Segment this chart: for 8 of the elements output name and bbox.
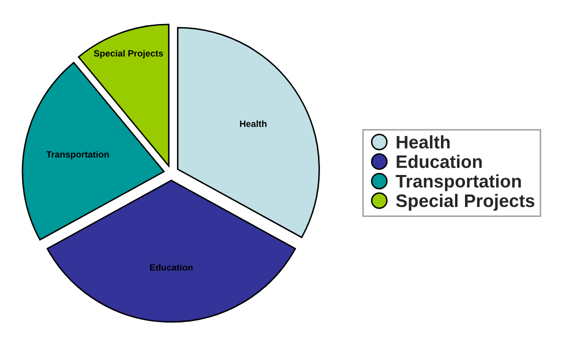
- slice-label: Transportation: [46, 150, 109, 160]
- slice-label: Special Projects: [94, 50, 164, 58]
- legend-label: Transportation: [396, 174, 521, 192]
- legend-label: Special Projects: [396, 194, 534, 211]
- legend-label: Health: [396, 135, 450, 149]
- legend-label: Education: [396, 154, 482, 168]
- slice-label: Education: [150, 264, 193, 271]
- slice-label: Health: [240, 120, 266, 127]
